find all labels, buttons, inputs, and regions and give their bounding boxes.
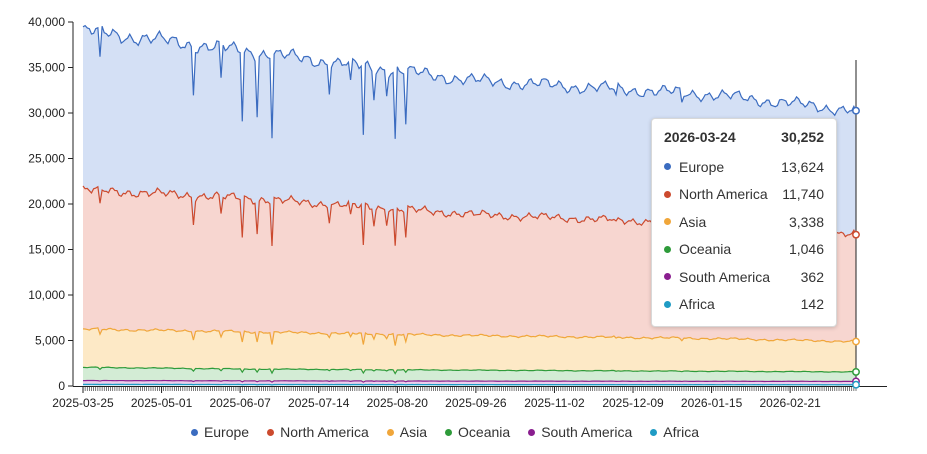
line-asia: [82, 327, 857, 346]
tooltip-series-value: 13,624: [781, 158, 824, 175]
y-tick-label: 15,000: [28, 243, 65, 257]
tooltip-row: North America 11,740: [664, 181, 824, 209]
x-tick-label: 2025-11-02: [524, 396, 585, 410]
tooltip-swatch: [664, 190, 671, 198]
hover-point-europe: [852, 106, 860, 115]
line-europe: [82, 24, 857, 139]
tooltip-series-name: North America: [679, 186, 768, 203]
x-tick-label: 2026-01-15: [681, 396, 743, 410]
legend-swatch: [650, 428, 658, 436]
legend-item[interactable]: North America: [267, 424, 369, 440]
area-asia: [83, 327, 856, 374]
tooltip-row: Africa 142: [664, 291, 824, 319]
legend-item[interactable]: Oceania: [445, 424, 510, 440]
legend-label: South America: [541, 424, 633, 440]
area-oceania: [83, 367, 856, 383]
hover-tooltip: 2026-03-24 30,252 Europe 13,624 North Amer…: [651, 118, 837, 327]
y-tick-label: 0: [58, 379, 65, 393]
y-tick-label: 35,000: [28, 61, 65, 75]
legend-swatch: [190, 428, 198, 436]
tooltip-row: Europe 13,624: [664, 153, 824, 181]
hover-point-asia: [852, 337, 860, 346]
legend-swatch: [528, 428, 536, 436]
x-tick-label: 2025-12-09: [602, 396, 664, 410]
tooltip-row: Oceania 1,046: [664, 236, 824, 264]
legend-swatch: [445, 428, 453, 436]
x-tick-label: 2025-06-07: [209, 396, 271, 410]
tooltip-date: 2026-03-24: [664, 129, 736, 145]
tooltip-series-value: 142: [800, 296, 824, 313]
tooltip-series-value: 11,740: [782, 186, 824, 203]
tooltip-swatch: [664, 273, 671, 281]
y-tick-label: 40,000: [28, 15, 65, 29]
x-tick-label: 2025-05-01: [131, 396, 193, 410]
tooltip-series-name: Oceania: [679, 241, 732, 258]
x-tick-label: 2025-08-20: [367, 396, 429, 410]
legend-item[interactable]: Africa: [650, 424, 699, 440]
hover-point-oceania: [852, 367, 860, 376]
tooltip-swatch: [664, 218, 671, 226]
legend: Europe North America Asia Oceania South Amer…: [0, 424, 890, 440]
line-south-america: [82, 379, 856, 383]
legend-item[interactable]: Europe: [190, 424, 250, 440]
tooltip-series-value: 1,046: [788, 241, 824, 258]
x-tick-label: 2025-03-25: [52, 396, 114, 410]
tooltip-series-value: 362: [800, 268, 824, 285]
tooltip-series-value: 3,338: [788, 213, 824, 230]
legend-label: North America: [280, 424, 369, 440]
tooltip-row: South America 362: [664, 263, 824, 291]
tooltip-series-name: South America: [679, 268, 771, 285]
y-tick-label: 5,000: [35, 334, 65, 348]
line-oceania: [82, 366, 857, 375]
tooltip-series-name: Africa: [679, 296, 715, 313]
hover-point-north-america: [852, 230, 860, 239]
tooltip-row: Asia 3,338: [664, 208, 824, 236]
tooltip-header: 2026-03-24 30,252: [664, 129, 824, 145]
y-tick-label: 20,000: [28, 197, 65, 211]
tooltip-total: 30,252: [781, 129, 824, 145]
legend-item[interactable]: Asia: [386, 424, 428, 440]
legend-swatch: [267, 428, 275, 436]
tooltip-series-name: Asia: [679, 213, 707, 230]
x-tick-label: 2025-09-26: [445, 396, 507, 410]
y-tick-label: 10,000: [28, 288, 65, 302]
legend-swatch: [386, 428, 394, 436]
x-tick-label: 2026-02-21: [759, 396, 821, 410]
legend-item[interactable]: South America: [528, 424, 632, 440]
tooltip-series-name: Europe: [679, 158, 725, 175]
tooltip-swatch: [664, 163, 671, 171]
legend-label: Asia: [399, 424, 428, 440]
hover-point-africa: [852, 380, 860, 389]
legend-label: Europe: [203, 424, 250, 440]
x-tick-label: 2025-07-14: [288, 396, 350, 410]
y-tick-label: 25,000: [28, 152, 65, 166]
tooltip-swatch: [664, 245, 671, 253]
legend-label: Oceania: [458, 424, 511, 440]
tooltip-swatch: [664, 300, 671, 308]
legend-label: Africa: [663, 424, 700, 440]
y-tick-label: 30,000: [28, 106, 65, 120]
line-africa: [82, 383, 857, 386]
